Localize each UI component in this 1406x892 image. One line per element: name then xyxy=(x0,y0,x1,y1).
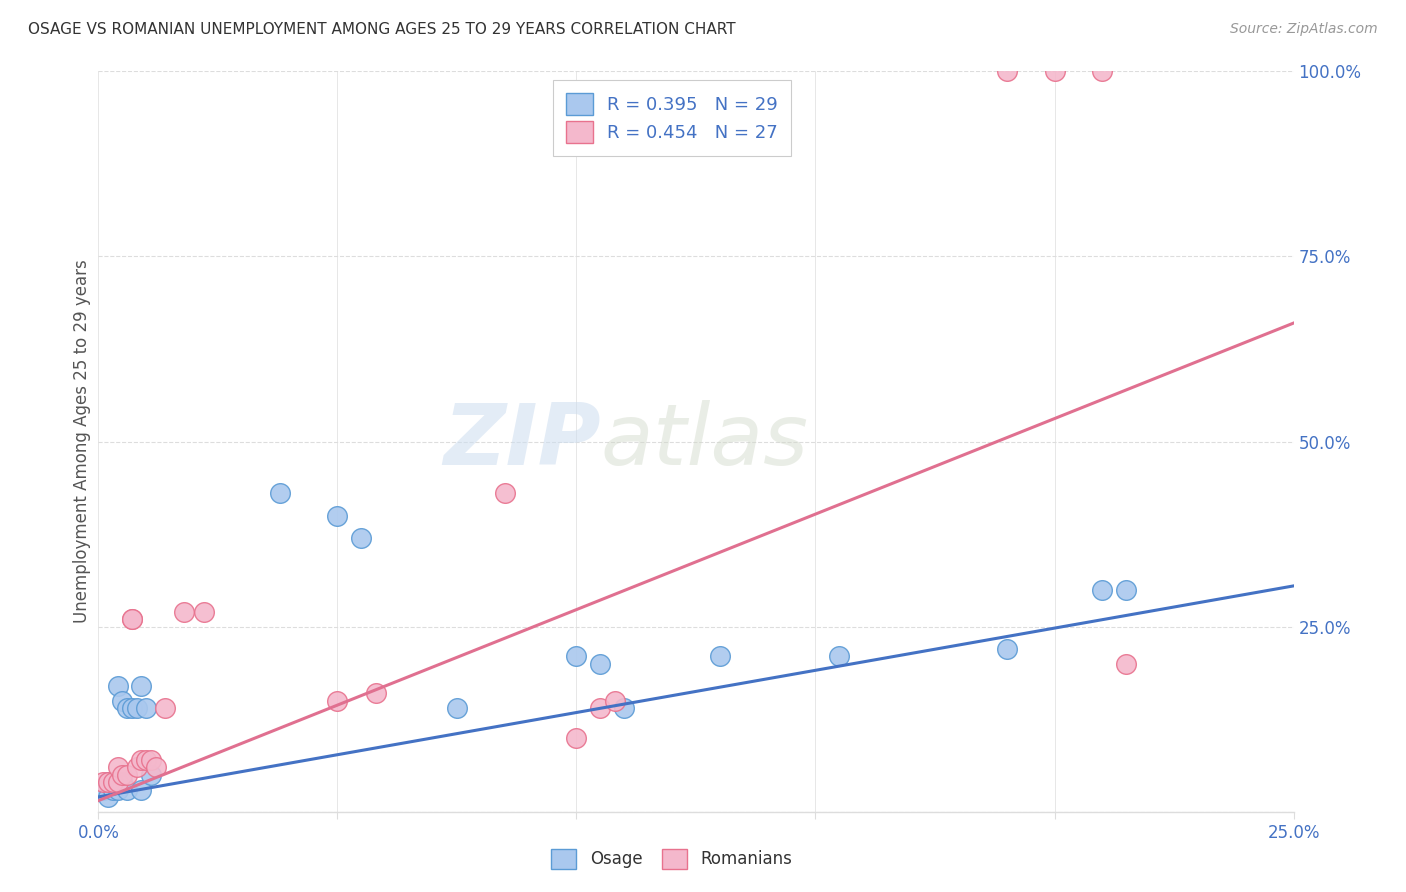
Point xyxy=(107,775,129,789)
Point xyxy=(125,760,148,774)
Point xyxy=(155,701,177,715)
Text: ZIP: ZIP xyxy=(443,400,600,483)
Point xyxy=(589,701,612,715)
Point xyxy=(97,775,120,789)
Point xyxy=(131,679,153,693)
Point xyxy=(494,486,516,500)
Point xyxy=(121,701,143,715)
Point xyxy=(364,686,387,700)
Point xyxy=(125,701,148,715)
Point xyxy=(995,641,1018,656)
Point xyxy=(269,486,291,500)
Text: Source: ZipAtlas.com: Source: ZipAtlas.com xyxy=(1230,22,1378,37)
Text: atlas: atlas xyxy=(600,400,808,483)
Point xyxy=(97,775,120,789)
Point xyxy=(115,767,138,781)
Point xyxy=(709,649,731,664)
Point xyxy=(995,64,1018,78)
Point xyxy=(589,657,612,671)
Point xyxy=(97,789,120,804)
Legend: Osage, Romanians: Osage, Romanians xyxy=(543,840,801,878)
Point xyxy=(107,782,129,797)
Y-axis label: Unemployment Among Ages 25 to 29 years: Unemployment Among Ages 25 to 29 years xyxy=(73,260,91,624)
Point xyxy=(1091,582,1114,597)
Point xyxy=(1115,657,1137,671)
Point xyxy=(101,782,124,797)
Point xyxy=(121,612,143,626)
Point xyxy=(139,753,162,767)
Point xyxy=(135,753,157,767)
Point xyxy=(121,612,143,626)
Point xyxy=(350,531,373,545)
Point xyxy=(115,701,138,715)
Point xyxy=(145,760,167,774)
Point xyxy=(111,775,134,789)
Point xyxy=(1115,582,1137,597)
Point xyxy=(446,701,468,715)
Point xyxy=(1091,64,1114,78)
Point xyxy=(1043,64,1066,78)
Point xyxy=(135,701,157,715)
Point xyxy=(111,767,134,781)
Point xyxy=(111,694,134,708)
Point xyxy=(101,775,124,789)
Point xyxy=(91,775,114,789)
Point xyxy=(101,775,124,789)
Point xyxy=(107,679,129,693)
Point xyxy=(91,782,114,797)
Point xyxy=(565,731,588,745)
Point xyxy=(115,782,138,797)
Point xyxy=(603,694,626,708)
Point xyxy=(107,760,129,774)
Point xyxy=(326,694,349,708)
Text: OSAGE VS ROMANIAN UNEMPLOYMENT AMONG AGES 25 TO 29 YEARS CORRELATION CHART: OSAGE VS ROMANIAN UNEMPLOYMENT AMONG AGE… xyxy=(28,22,735,37)
Point xyxy=(131,782,153,797)
Point xyxy=(828,649,851,664)
Point xyxy=(193,605,215,619)
Point xyxy=(613,701,636,715)
Point xyxy=(131,753,153,767)
Point xyxy=(173,605,195,619)
Point xyxy=(326,508,349,523)
Point xyxy=(139,767,162,781)
Point xyxy=(565,649,588,664)
